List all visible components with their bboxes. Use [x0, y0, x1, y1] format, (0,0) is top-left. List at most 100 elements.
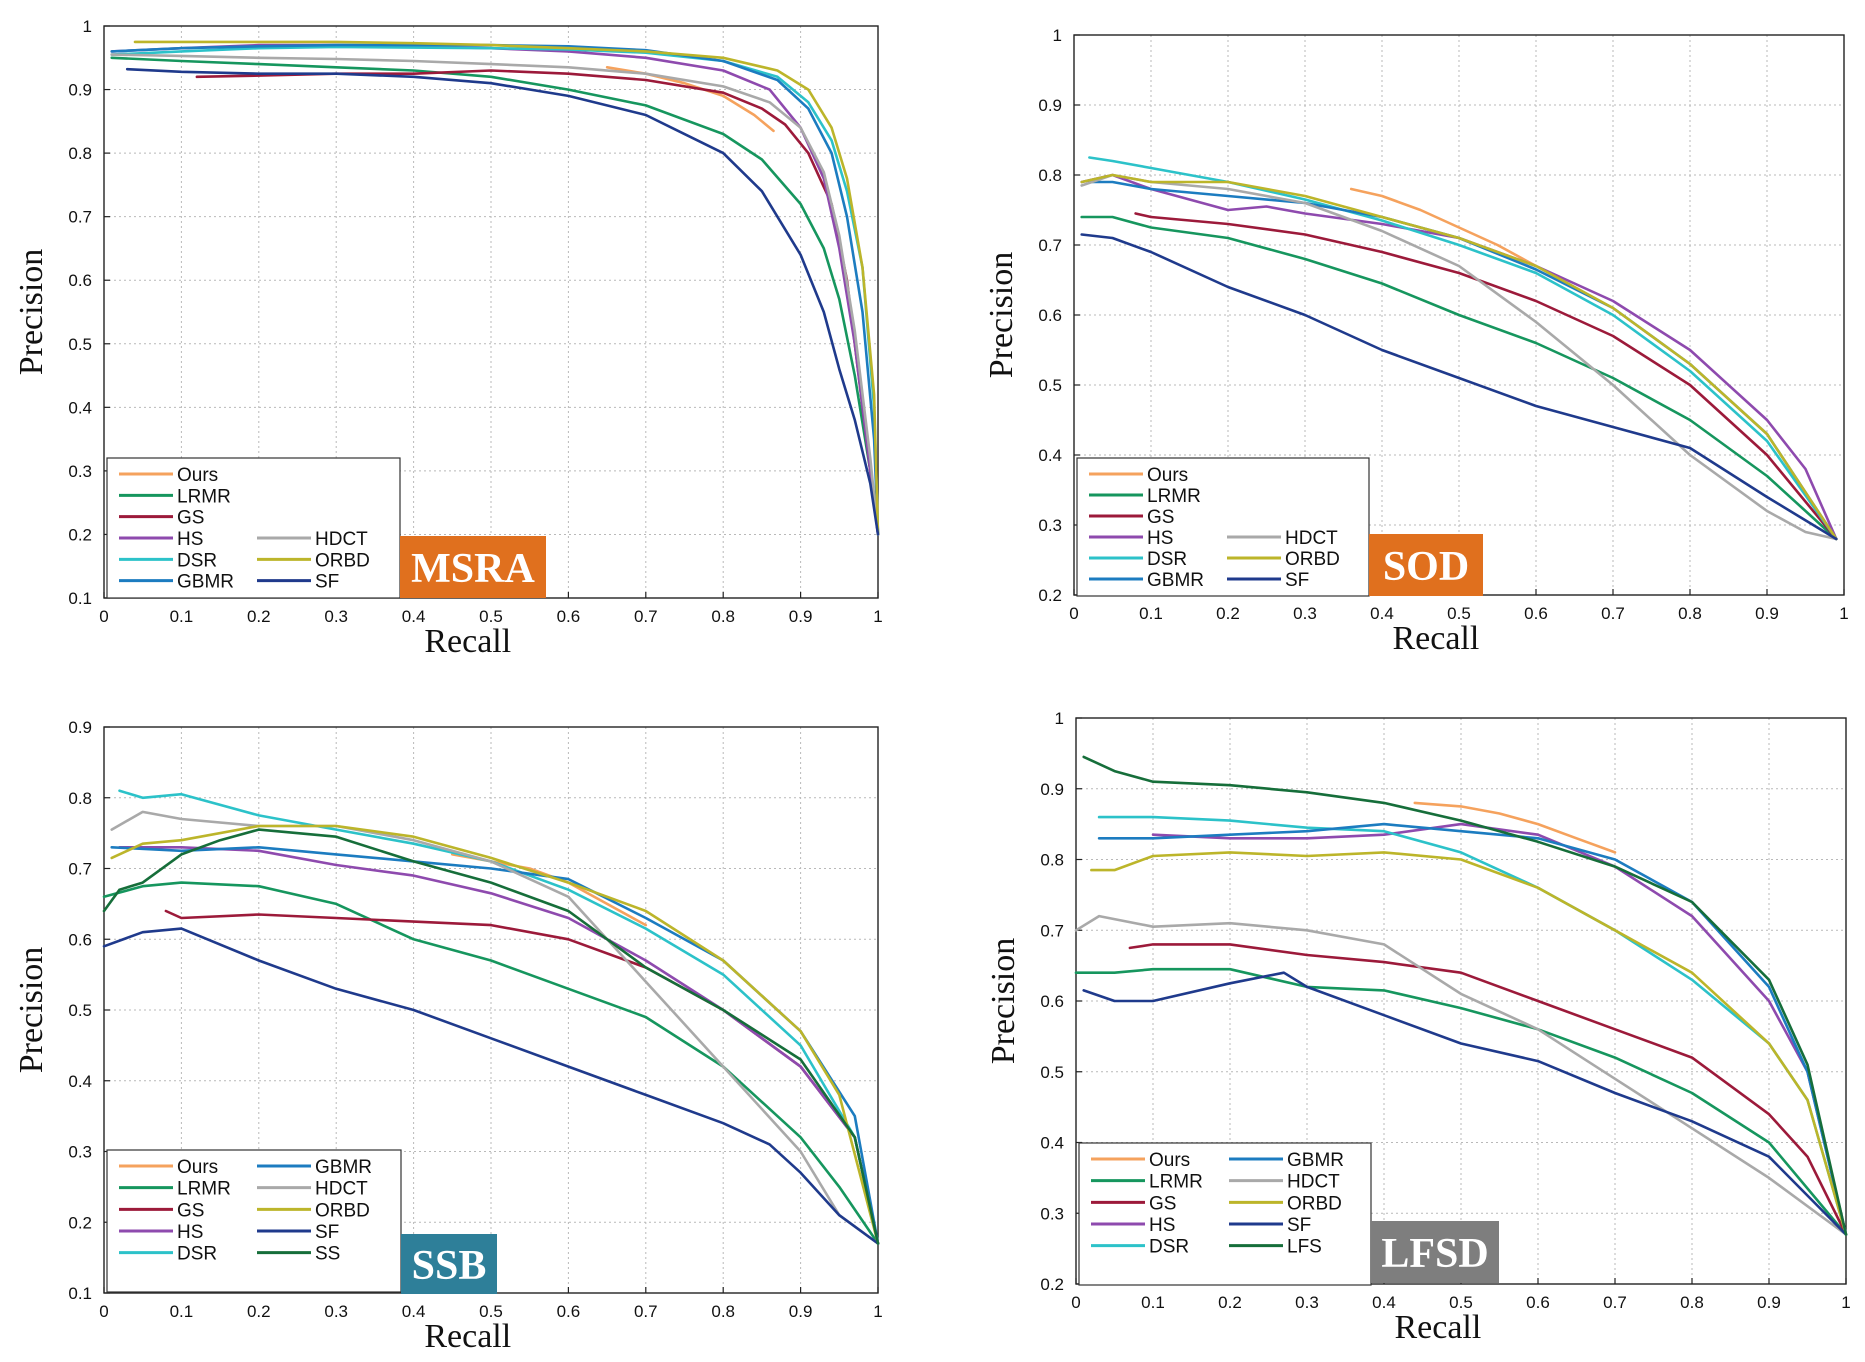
dataset-badge: [1371, 1221, 1499, 1283]
x-tick-label: 0.7: [1603, 1293, 1627, 1312]
x-tick-label: 0.1: [1139, 604, 1163, 623]
y-tick-label: 1: [1055, 709, 1064, 728]
series-line-hs: [1080, 173, 1838, 541]
legend-label-hs: HS: [177, 1222, 203, 1243]
x-tick-label: 0.1: [170, 1302, 194, 1321]
x-tick-label: 0.9: [1757, 1293, 1781, 1312]
dataset-badge-label: MSRA: [411, 546, 535, 592]
legend-label-sf: SF: [315, 1222, 339, 1243]
x-tick-label: 0.8: [711, 607, 735, 626]
x-tick-label: 0.2: [247, 1302, 271, 1321]
y-tick-label: 0.5: [68, 1001, 92, 1020]
y-tick-label: 0.3: [1038, 516, 1062, 535]
chart-panel-sod: 0 0.1 0.2 0.3 0.4 0.5 0.6 0.7 0.8 0.9 1 0.2 0.3 0.4 0.…: [983, 26, 1849, 657]
series-line-gs: [1134, 212, 1838, 541]
y-tick-label: 0.7: [1038, 236, 1062, 255]
legend-label-hs: HS: [1149, 1215, 1175, 1236]
series-line-orbd: [1080, 173, 1838, 541]
legend-label-hdct: HDCT: [1285, 528, 1338, 549]
series-line-lrmr: [1080, 215, 1838, 541]
series-line-hs: [118, 846, 880, 1245]
x-tick-label: 0.1: [170, 607, 194, 626]
legend-label-dsr: DSR: [1149, 1237, 1189, 1258]
x-tick-label: 0: [99, 607, 108, 626]
legend-label-gbmr: GBMR: [1287, 1150, 1344, 1171]
y-tick-label: 0.8: [1040, 851, 1064, 870]
chart-panel-msra: 0 0.1 0.2 0.3 0.4 0.5 0.6 0.7 0.8 0.9 1 0.1 0.2 0.3 0.…: [13, 17, 883, 660]
y-tick-label: 0.6: [1040, 992, 1064, 1011]
legend-label-dsr: DSR: [177, 1244, 217, 1265]
x-axis-title: Recall: [1392, 620, 1479, 657]
legend-label-ours: Ours: [177, 465, 218, 486]
x-tick-label: 0.4: [1372, 1293, 1396, 1312]
x-tick-label: 0.5: [1447, 604, 1471, 623]
series-line-ours: [1349, 187, 1538, 268]
x-tick-label: 0.3: [1293, 604, 1317, 623]
legend-label-lrmr: LRMR: [1149, 1172, 1203, 1193]
series-line-orbd: [110, 824, 880, 1245]
x-tick-label: 0.4: [402, 1302, 426, 1321]
x-tick-label: 0.3: [1295, 1293, 1319, 1312]
y-tick-label: 0.8: [68, 144, 92, 163]
y-tick-label: 0.6: [68, 271, 92, 290]
series-line-hs: [1151, 822, 1848, 1236]
legend-label-lrmr: LRMR: [1147, 486, 1201, 507]
x-tick-label: 0.5: [479, 1302, 503, 1321]
y-tick-label: 0.1: [68, 1284, 92, 1303]
series-line-orbd: [1090, 851, 1848, 1236]
dataset-badge: [1369, 534, 1483, 596]
x-tick-label: 0.2: [1216, 604, 1240, 623]
y-tick-label: 0.4: [68, 398, 92, 417]
y-tick-label: 0.6: [1038, 306, 1062, 325]
legend-label-orbd: ORBD: [315, 1200, 370, 1221]
x-tick-label: 0.4: [402, 607, 426, 626]
x-tick-label: 0.7: [1601, 604, 1625, 623]
x-tick-label: 0.5: [1449, 1293, 1473, 1312]
legend-label-dsr: DSR: [1147, 549, 1187, 570]
x-tick-label: 0.7: [634, 1302, 658, 1321]
x-tick-label: 0.8: [1678, 604, 1702, 623]
x-axis-title: Recall: [424, 1318, 511, 1355]
dataset-badge-label: SSB: [412, 1243, 487, 1289]
y-tick-label: 0.5: [1040, 1063, 1064, 1082]
y-tick-label: 0.5: [1038, 376, 1062, 395]
y-axis-title: Precision: [13, 947, 50, 1074]
legend-label-gbmr: GBMR: [177, 572, 234, 593]
y-tick-label: 0.8: [68, 789, 92, 808]
legend-label-hdct: HDCT: [315, 1179, 368, 1200]
x-tick-label: 0.5: [479, 607, 503, 626]
legend-label-gs: GS: [177, 1200, 204, 1221]
legend-label-hs: HS: [177, 529, 203, 550]
y-tick-label: 0.7: [68, 860, 92, 879]
x-tick-label: 1: [1841, 1293, 1850, 1312]
x-tick-label: 0.2: [1218, 1293, 1242, 1312]
legend-label-orbd: ORBD: [1287, 1193, 1342, 1214]
x-tick-label: 0.3: [324, 1302, 348, 1321]
x-tick-label: 0: [1071, 1293, 1080, 1312]
x-tick-label: 0.9: [789, 607, 813, 626]
legend-label-ours: Ours: [1147, 465, 1188, 486]
y-tick-label: 0.9: [1040, 780, 1064, 799]
series-line-sf: [125, 67, 880, 536]
legend-label-sf: SF: [1285, 570, 1309, 591]
y-tick-label: 0.6: [68, 930, 92, 949]
y-tick-label: 1: [1053, 26, 1062, 45]
legend-box: [106, 1149, 402, 1293]
y-tick-label: 0.9: [1038, 96, 1062, 115]
legend-box: [1078, 1142, 1372, 1286]
y-tick-label: 0.4: [68, 1072, 92, 1091]
y-tick-label: 0.3: [1040, 1204, 1064, 1223]
x-tick-label: 0.8: [1680, 1293, 1704, 1312]
legend-label-lfs: LFS: [1287, 1237, 1322, 1258]
series-line-hdct: [1074, 914, 1848, 1236]
series-line-dsr: [1088, 156, 1838, 541]
legend-box: [1076, 457, 1370, 597]
x-tick-label: 0.6: [557, 607, 581, 626]
y-tick-label: 0.8: [1038, 166, 1062, 185]
legend-label-dsr: DSR: [177, 550, 217, 571]
x-tick-label: 0.6: [557, 1302, 581, 1321]
legend-box: [106, 457, 401, 599]
y-tick-label: 0.2: [68, 525, 92, 544]
y-axis-title: Precision: [983, 252, 1020, 379]
